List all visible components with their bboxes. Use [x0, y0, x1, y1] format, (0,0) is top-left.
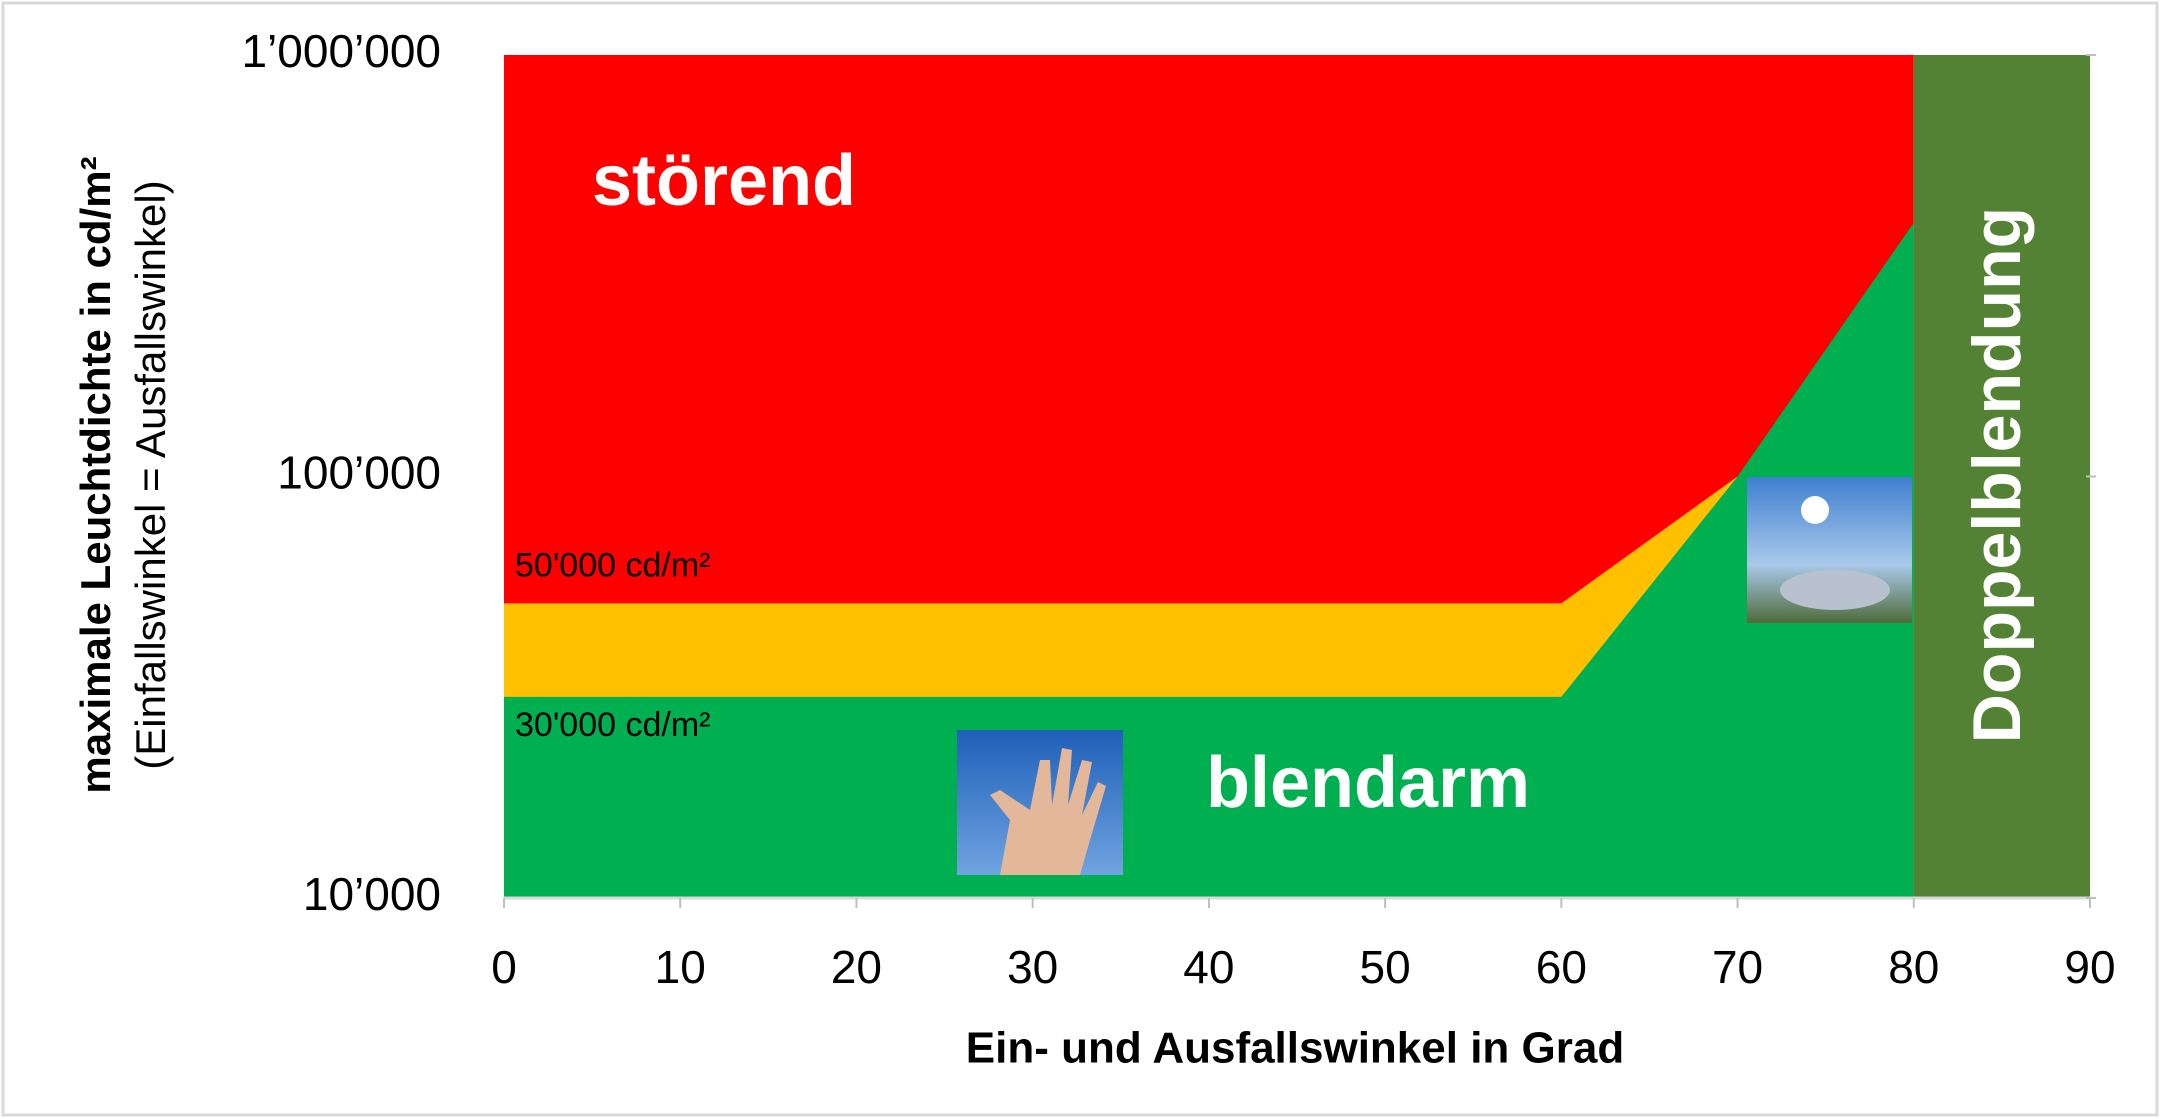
- x-tick-label: 50: [1360, 941, 1411, 993]
- zone-label: blendarm: [1206, 743, 1530, 823]
- x-tick-label: 40: [1183, 941, 1234, 993]
- page: {"chart_data": { "type": "area", "xlabel…: [0, 0, 2160, 1118]
- y-tick-label: 1’000’000: [241, 25, 441, 77]
- x-tick-label: 90: [2064, 941, 2115, 993]
- y-axis-subtitle: (Einfallswinkel = Ausfallswinkel): [127, 180, 174, 769]
- zone-label: Doppelblendung: [1959, 207, 2035, 743]
- x-tick-label: 0: [491, 941, 517, 993]
- y-tick-label: 10’000: [303, 868, 441, 920]
- chart: Ein- und Ausfallswinkel in Grad maximale…: [0, 0, 2160, 1118]
- x-tick-label: 20: [831, 941, 882, 993]
- y-axis-title: maximale Leuchtdichte in cd/m²: [72, 156, 119, 793]
- photo-sun: [1747, 477, 1912, 623]
- threshold-label: 30'000 cd/m²: [515, 706, 710, 744]
- x-axis-title: Ein- und Ausfallswinkel in Grad: [966, 1024, 1624, 1073]
- zone-label: störend: [592, 141, 856, 221]
- photo-hand: [957, 730, 1123, 875]
- threshold-label: 50'000 cd/m²: [515, 546, 710, 584]
- y-tick-label: 100’000: [277, 447, 441, 499]
- x-tick-label: 70: [1712, 941, 1763, 993]
- x-tick-label: 80: [1888, 941, 1939, 993]
- x-tick-label: 60: [1536, 941, 1587, 993]
- x-tick-label: 10: [655, 941, 706, 993]
- x-tick-label: 30: [1007, 941, 1058, 993]
